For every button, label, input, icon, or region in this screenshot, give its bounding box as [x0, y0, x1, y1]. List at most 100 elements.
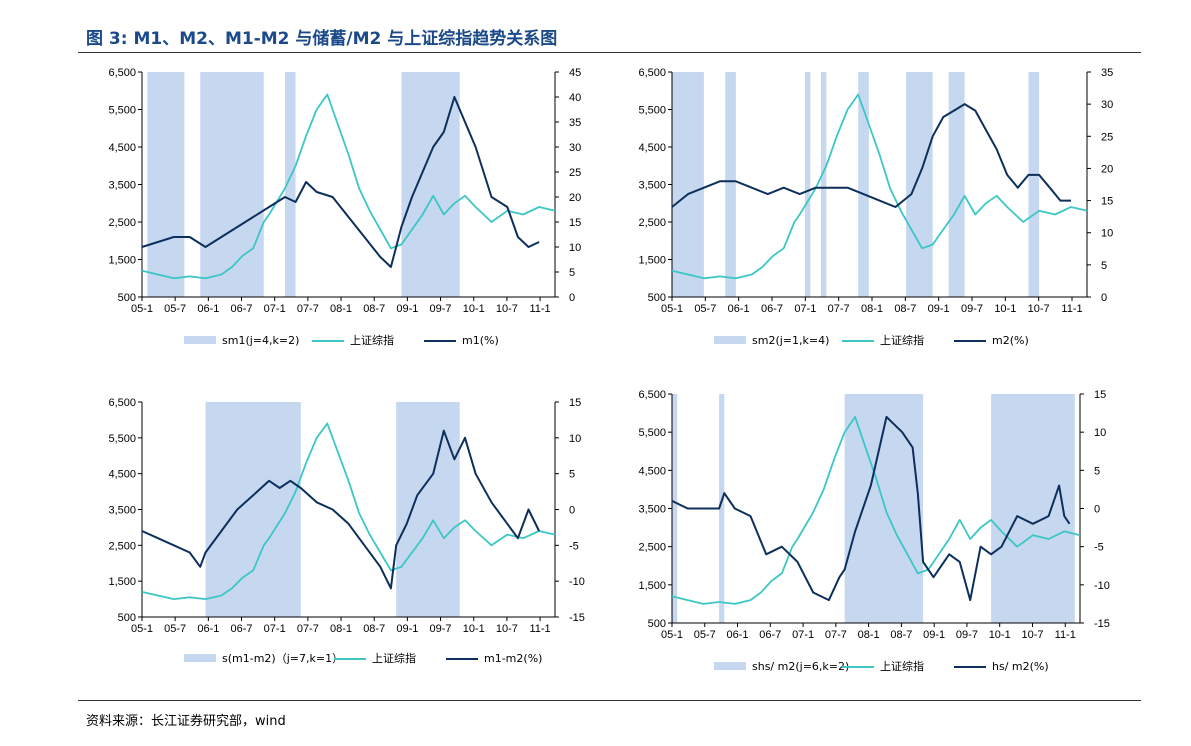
x-tick-label: 06-7 — [761, 303, 783, 315]
legend-label-ratio: m1-m2(%) — [484, 652, 542, 665]
x-tick-label: 09-7 — [430, 303, 452, 315]
right-tick-label: -15 — [1094, 618, 1110, 630]
shaded-period-1 — [719, 394, 725, 623]
chart-sm2-svg: 500 1,500 2,500 3,500 4,500 5,500 6,500 0 5 10 15 2… — [638, 67, 1113, 347]
left-tick-label: 2,500 — [638, 542, 666, 554]
x-tick-label: 07-1 — [792, 629, 814, 641]
x-tick-label: 11-1 — [1061, 303, 1082, 315]
x-tick-label: 09-1 — [923, 629, 945, 641]
legend-label-shade: s(m1-m2)（j=7,k=1） — [222, 652, 343, 665]
x-tick-label: 10-1 — [463, 303, 485, 315]
left-tick-label: 5,500 — [638, 427, 666, 439]
right-tick-label: 45 — [569, 67, 581, 79]
right-tick-label: 0 — [1101, 292, 1107, 304]
bottom-rule — [78, 700, 1141, 701]
legend-label-shade: shs/ m2(j=6,k=2) — [752, 660, 849, 673]
x-tick-label: 08-1 — [861, 303, 883, 315]
shaded-period-0 — [672, 72, 704, 297]
left-tick-label: 2,500 — [108, 540, 136, 552]
chart-panel-m1m2: 500 1,500 2,500 3,500 4,500 5,500 6,500 -15 -10 -… — [80, 390, 584, 690]
left-tick-label: 6,500 — [108, 67, 136, 79]
x-tick-label: 05-1 — [131, 623, 153, 635]
shaded-period-3 — [820, 72, 827, 297]
left-tick-label: 1,500 — [108, 255, 136, 267]
right-tick-label: 0 — [569, 292, 575, 304]
right-tick-label: 5 — [569, 469, 575, 481]
series-line-ratio — [671, 103, 1071, 208]
x-tick-label: 06-1 — [197, 303, 219, 315]
left-tick-label: 500 — [648, 292, 666, 304]
legend-swatch-shade — [184, 654, 216, 662]
right-tick-label: 10 — [569, 433, 581, 445]
x-tick-label: 10-7 — [1028, 303, 1050, 315]
x-tick-label: 07-7 — [297, 303, 319, 315]
x-tick-label: 08-7 — [363, 623, 385, 635]
chart-panel-hsm2: 500 1,500 2,500 3,500 4,500 5,500 6,500 -15 -10 -… — [612, 383, 1109, 683]
series-line-index — [671, 93, 1088, 280]
legend-label-index: 上证综指 — [350, 333, 394, 347]
left-tick-label: 3,500 — [638, 504, 666, 516]
left-tick-label: 500 — [648, 618, 666, 630]
x-tick-label: 08-1 — [330, 303, 352, 315]
shaded-period-5 — [906, 72, 933, 297]
x-tick-label: 06-1 — [197, 623, 219, 635]
legend-label-index: 上证综指 — [880, 659, 924, 673]
left-tick-label: 6,500 — [638, 67, 666, 79]
left-tick-label: 1,500 — [638, 255, 666, 267]
right-tick-label: 15 — [569, 217, 581, 229]
x-tick-label: 10-7 — [1021, 629, 1043, 641]
left-tick-label: 3,500 — [108, 180, 136, 192]
x-tick-label: 11-1 — [529, 303, 550, 315]
x-tick-label: 05-1 — [661, 303, 683, 315]
series-line-index — [671, 416, 1081, 605]
right-tick-label: 5 — [569, 267, 575, 279]
x-tick-label: 08-7 — [890, 629, 912, 641]
x-tick-label: 06-1 — [728, 303, 750, 315]
x-tick-label: 10-1 — [989, 629, 1011, 641]
left-tick-label: 2,500 — [108, 217, 136, 229]
x-tick-label: 10-7 — [496, 303, 518, 315]
right-tick-label: 0 — [1094, 504, 1100, 516]
right-tick-label: 10 — [1101, 228, 1113, 240]
shaded-period-1 — [200, 72, 264, 297]
legend-swatch-shade — [714, 336, 746, 344]
shaded-period-1 — [725, 72, 736, 297]
figure-title: 图 3: M1、M2、M1-M2 与储蓄/M2 与上证综指趋势关系图 — [86, 29, 558, 49]
left-tick-label: 6,500 — [108, 397, 136, 409]
x-tick-label: 06-7 — [759, 629, 781, 641]
right-tick-label: 40 — [569, 92, 581, 104]
left-tick-label: 5,500 — [108, 433, 136, 445]
chart-panel-sm1: 500 1,500 2,500 3,500 4,500 5,500 6,500 0 5 10 15 2… — [80, 60, 581, 360]
x-tick-label: 06-7 — [231, 623, 253, 635]
right-tick-label: 15 — [1094, 389, 1106, 401]
legend-label-shade: sm2(j=1,k=4) — [752, 334, 829, 347]
x-tick-label: 09-1 — [928, 303, 950, 315]
x-tick-label: 10-1 — [994, 303, 1016, 315]
shaded-period-0 — [205, 402, 301, 617]
right-tick-label: 20 — [1101, 163, 1113, 175]
right-tick-label: 30 — [1101, 99, 1113, 111]
x-tick-label: 08-7 — [894, 303, 916, 315]
x-tick-label: 06-1 — [727, 629, 749, 641]
shaded-period-0 — [672, 394, 678, 623]
x-tick-label: 05-1 — [661, 629, 683, 641]
shaded-period-2 — [284, 72, 296, 297]
legend-label-shade: sm1(j=4,k=2) — [222, 334, 299, 347]
right-tick-label: -5 — [1094, 542, 1104, 554]
x-tick-label: 11-1 — [1055, 629, 1076, 641]
source-note: 资料来源：长江证券研究部，wind — [86, 714, 286, 729]
shaded-period-3 — [991, 394, 1075, 623]
left-tick-label: 4,500 — [108, 142, 136, 154]
shaded-period-7 — [1028, 72, 1040, 297]
x-tick-label: 07-1 — [264, 303, 286, 315]
legend-label-ratio: hs/ m2(%) — [992, 660, 1049, 673]
chart-panel-sm2: 500 1,500 2,500 3,500 4,500 5,500 6,500 0 5 10 15 2… — [612, 60, 1113, 360]
x-tick-label: 08-1 — [858, 629, 880, 641]
right-tick-label: 30 — [569, 142, 581, 154]
chart-m1m2-svg: 500 1,500 2,500 3,500 4,500 5,500 6,500 -15 -10 -… — [108, 397, 584, 665]
right-tick-label: 25 — [569, 167, 581, 179]
left-tick-label: 500 — [118, 292, 136, 304]
right-tick-label: 5 — [1094, 465, 1100, 477]
legend-label-ratio: m2(%) — [992, 334, 1029, 347]
right-tick-label: 35 — [1101, 67, 1113, 79]
